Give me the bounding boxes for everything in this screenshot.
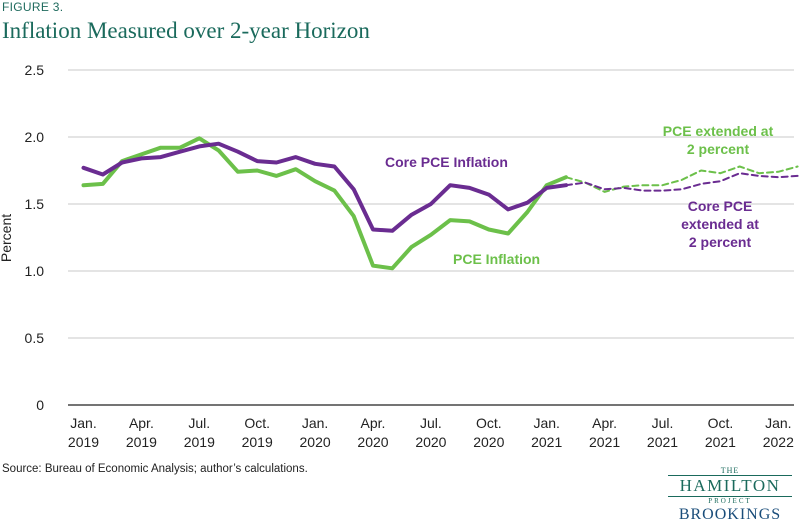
x-tick-label-year: 2022	[763, 434, 794, 450]
logo-hamilton: HAMILTON	[668, 475, 792, 497]
x-tick-label-month: Jul.	[652, 415, 674, 431]
x-tick-label-year: 2020	[415, 434, 446, 450]
x-tick-label-month: Jul.	[420, 415, 442, 431]
series-annotation: Core PCE	[688, 198, 753, 214]
x-tick-label-year: 2021	[705, 434, 736, 450]
series-annotation: Core PCE Inflation	[385, 154, 508, 170]
series-annotation: PCE Inflation	[453, 251, 540, 267]
series-annotation: 2 percent	[687, 141, 750, 157]
series-line-pce-extended-at-2-percent	[565, 165, 799, 193]
x-tick-label-year: 2020	[473, 434, 504, 450]
x-tick-label-year: 2019	[126, 434, 157, 450]
y-tick-label: 1.5	[25, 196, 45, 212]
x-tick-label-year: 2020	[357, 434, 388, 450]
series-line-pce-inflation	[81, 136, 568, 271]
x-tick-label-year: 2021	[647, 434, 678, 450]
x-tick-label-month: Apr.	[361, 415, 386, 431]
x-tick-label-month: Oct.	[708, 415, 734, 431]
series-line-core-pce-inflation	[81, 141, 568, 233]
y-tick-label: 2.0	[25, 129, 45, 145]
x-tick-label-month: Jan.	[70, 415, 96, 431]
x-tick-label-year: 2019	[242, 434, 273, 450]
logo-brookings: BROOKINGS	[678, 506, 782, 523]
x-tick-label-month: Jan.	[765, 415, 791, 431]
x-tick-label-month: Apr.	[129, 415, 154, 431]
logo-the: THE	[720, 466, 740, 475]
hamilton-brookings-logo: THE HAMILTON PROJECT BROOKINGS	[660, 467, 800, 524]
y-tick-label: 2.5	[25, 62, 45, 78]
x-tick-label-year: 2021	[589, 434, 620, 450]
line-chart: 0 0.5 1.0 1.5 2.0 2.5 Percent Jan. 2019 Apr. 2019 J…	[0, 62, 799, 450]
x-tick-label-month: Jan.	[302, 415, 328, 431]
logo-project: PROJECT	[708, 497, 752, 505]
y-tick-label: 0.5	[25, 330, 45, 346]
x-tick-label-month: Jan.	[533, 415, 559, 431]
chart-title: Inflation Measured over 2-year Horizon	[2, 18, 370, 43]
y-tick-label: 0	[36, 397, 44, 413]
x-tick-label-month: Apr.	[592, 415, 617, 431]
x-tick-label-month: Oct.	[476, 415, 502, 431]
x-tick-label-year: 2019	[184, 434, 215, 450]
x-tick-label-year: 2020	[300, 434, 331, 450]
series-line-core-pce-extended-at-2-percent	[565, 172, 799, 192]
x-tick-label-year: 2021	[531, 434, 562, 450]
y-axis-label: Percent	[0, 214, 14, 262]
y-tick-label: 1.0	[25, 263, 45, 279]
source-note: Source: Bureau of Economic Analysis; aut…	[2, 463, 308, 475]
x-tick-label-month: Oct.	[244, 415, 270, 431]
series-annotation: extended at	[681, 216, 759, 232]
series-annotation: 2 percent	[689, 234, 752, 250]
x-tick-label-year: 2019	[68, 434, 99, 450]
x-tick-label-month: Jul.	[188, 415, 210, 431]
figure-label: FIGURE 3.	[2, 0, 64, 14]
series-annotation: PCE extended at	[663, 123, 774, 139]
